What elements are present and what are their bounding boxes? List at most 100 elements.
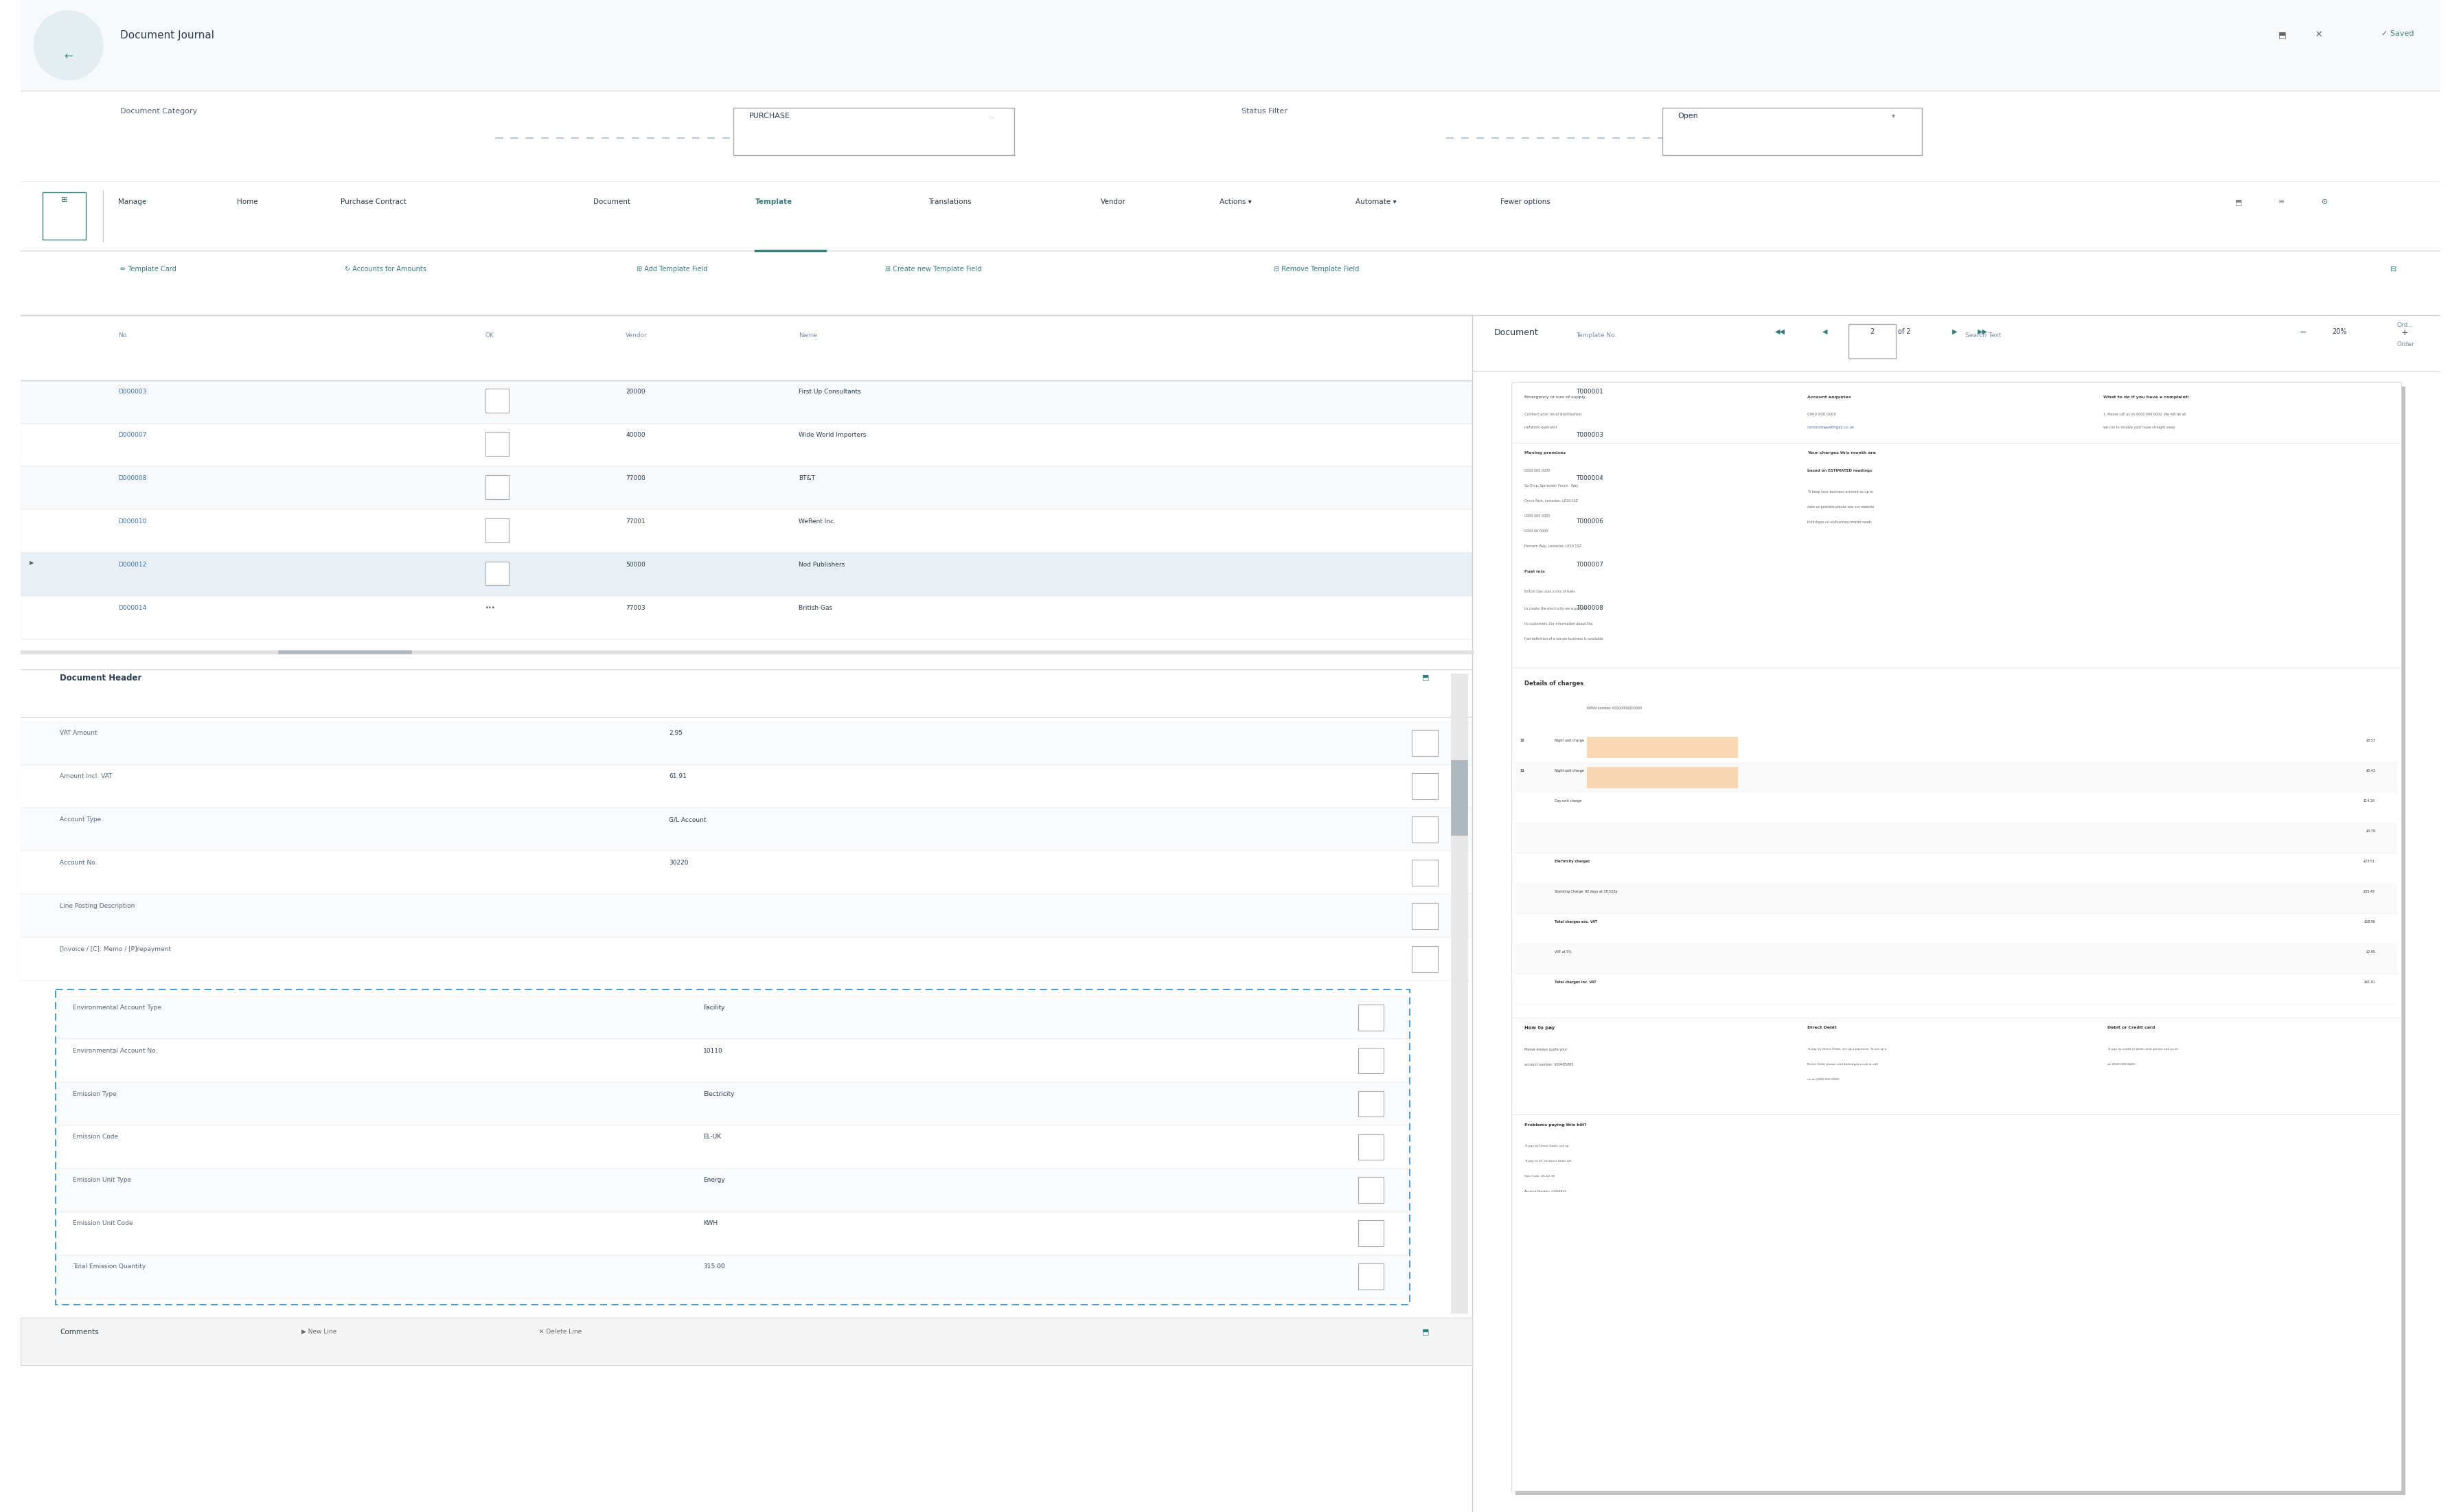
- Text: 10: 10: [1521, 739, 1523, 742]
- Text: £14.26: £14.26: [2363, 800, 2375, 803]
- Text: commonwealthgas.co.uk: commonwealthgas.co.uk: [1806, 425, 1856, 429]
- Text: T000007: T000007: [1575, 561, 1605, 569]
- FancyBboxPatch shape: [1413, 816, 1437, 842]
- FancyBboxPatch shape: [57, 1125, 1408, 1169]
- Text: British Gas uses a mix of fuels: British Gas uses a mix of fuels: [1523, 590, 1575, 593]
- Text: to create the electricity we supply to: to create the electricity we supply to: [1523, 606, 1587, 611]
- Text: Sort Code: 45-52-30: Sort Code: 45-52-30: [1523, 1175, 1555, 1178]
- Text: ⊙: ⊙: [2321, 198, 2328, 206]
- Text: T000004: T000004: [1575, 475, 1605, 481]
- FancyBboxPatch shape: [20, 316, 1472, 380]
- Text: Details of charges: Details of charges: [1523, 680, 1582, 686]
- Text: British Gas: British Gas: [797, 605, 832, 611]
- FancyBboxPatch shape: [20, 91, 2441, 181]
- FancyBboxPatch shape: [20, 380, 1472, 423]
- Text: ...: ...: [989, 112, 994, 119]
- Text: 30220: 30220: [669, 860, 689, 866]
- Text: First Up Consultants: First Up Consultants: [797, 389, 861, 395]
- FancyBboxPatch shape: [20, 765, 1472, 807]
- Text: Emission Unit Code: Emission Unit Code: [74, 1220, 133, 1226]
- FancyBboxPatch shape: [1516, 883, 2397, 913]
- Text: Contact your local distribution: Contact your local distribution: [1523, 413, 1582, 416]
- Text: VAT at 5%: VAT at 5%: [1555, 951, 1573, 954]
- Text: ⊞ Create new Template Field: ⊞ Create new Template Field: [886, 266, 982, 272]
- FancyBboxPatch shape: [1452, 761, 1469, 836]
- Text: ✕ Delete Line: ✕ Delete Line: [539, 1329, 583, 1335]
- Text: Open: Open: [1678, 112, 1698, 119]
- FancyBboxPatch shape: [1413, 773, 1437, 800]
- Text: ▾: ▾: [1893, 112, 1895, 119]
- Text: Account enquiries: Account enquiries: [1806, 395, 1851, 399]
- Text: T000003: T000003: [1575, 432, 1605, 438]
- Text: Emission Code: Emission Code: [74, 1134, 118, 1140]
- Text: T000008: T000008: [1575, 605, 1605, 611]
- Text: 0000 000.0000: 0000 000.0000: [1523, 469, 1550, 472]
- Text: Standing Charge  92 days at 38.532p: Standing Charge 92 days at 38.532p: [1555, 891, 1617, 894]
- FancyBboxPatch shape: [1516, 823, 2397, 853]
- Text: £23.51: £23.51: [2363, 860, 2375, 863]
- FancyBboxPatch shape: [485, 432, 509, 455]
- Text: network operator: network operator: [1523, 425, 1558, 429]
- Text: D000007: D000007: [118, 432, 148, 438]
- Text: £2.95: £2.95: [2365, 951, 2375, 954]
- FancyBboxPatch shape: [20, 596, 1472, 640]
- Text: VAT Amount: VAT Amount: [59, 730, 98, 736]
- Text: D000003: D000003: [118, 389, 148, 395]
- Text: Document Category: Document Category: [121, 107, 197, 115]
- Text: 77000: 77000: [625, 475, 645, 481]
- Text: To pay to bY, to direct debit set,: To pay to bY, to direct debit set,: [1523, 1160, 1573, 1163]
- Text: 2.95: 2.95: [669, 730, 682, 736]
- Text: Document: Document: [1494, 328, 1538, 337]
- Text: £35.45: £35.45: [2363, 891, 2375, 894]
- Text: ▶: ▶: [30, 559, 34, 565]
- Text: Document: Document: [593, 198, 630, 206]
- Text: PURCHASE: PURCHASE: [748, 112, 790, 119]
- Text: D000008: D000008: [118, 475, 148, 481]
- Text: Search Text: Search Text: [1964, 333, 2001, 339]
- Text: 40000: 40000: [625, 432, 645, 438]
- FancyBboxPatch shape: [20, 510, 1472, 553]
- Text: WeRent Inc.: WeRent Inc.: [797, 519, 837, 525]
- Text: Please always quote your: Please always quote your: [1523, 1048, 1568, 1051]
- Text: Order: Order: [2397, 342, 2414, 348]
- Text: ▶: ▶: [1952, 328, 1956, 336]
- FancyBboxPatch shape: [1516, 974, 2397, 1004]
- FancyBboxPatch shape: [20, 721, 1472, 765]
- Text: Night unit charge: Night unit charge: [1555, 770, 1585, 773]
- Text: based on ESTIMATED readings: based on ESTIMATED readings: [1806, 469, 1873, 472]
- Text: T000001: T000001: [1575, 389, 1605, 395]
- FancyBboxPatch shape: [1516, 387, 2404, 1495]
- Text: Wide World Importers: Wide World Importers: [797, 432, 866, 438]
- Text: Nod Publishers: Nod Publishers: [797, 561, 844, 569]
- FancyBboxPatch shape: [1413, 903, 1437, 928]
- FancyBboxPatch shape: [485, 389, 509, 413]
- Text: date as possible please see our website: date as possible please see our website: [1806, 505, 1875, 510]
- Text: of 2: of 2: [1897, 328, 1910, 336]
- Text: Moving premises: Moving premises: [1523, 452, 1565, 455]
- Text: Vendor: Vendor: [625, 333, 647, 339]
- FancyBboxPatch shape: [20, 807, 1472, 851]
- FancyBboxPatch shape: [1358, 1048, 1383, 1074]
- FancyBboxPatch shape: [42, 192, 86, 240]
- Text: us on 0000 000 0000: us on 0000 000 0000: [1806, 1078, 1838, 1081]
- FancyBboxPatch shape: [57, 1083, 1408, 1125]
- Text: +: +: [2402, 328, 2409, 337]
- FancyBboxPatch shape: [20, 0, 2441, 91]
- Text: MPAN number 00000000000000: MPAN number 00000000000000: [1587, 706, 1641, 709]
- Text: Your charges this month are: Your charges this month are: [1806, 452, 1875, 455]
- Text: £8.53: £8.53: [2365, 739, 2375, 742]
- Text: Sp Grvp, Sprreside: Fence - Way: Sp Grvp, Sprreside: Fence - Way: [1523, 484, 1578, 487]
- Text: Document Header: Document Header: [59, 674, 143, 683]
- FancyBboxPatch shape: [1413, 860, 1437, 886]
- FancyBboxPatch shape: [20, 1317, 1472, 1365]
- FancyBboxPatch shape: [57, 1169, 1408, 1211]
- Text: £0.79: £0.79: [2365, 830, 2375, 833]
- Text: Vendor: Vendor: [1100, 198, 1127, 206]
- FancyBboxPatch shape: [1358, 1134, 1383, 1160]
- FancyBboxPatch shape: [1516, 732, 2397, 762]
- Text: 61.91: 61.91: [669, 773, 687, 780]
- FancyBboxPatch shape: [1358, 1178, 1383, 1204]
- Text: D000010: D000010: [118, 519, 148, 525]
- Text: 11: 11: [1521, 770, 1523, 773]
- Text: £0.43: £0.43: [2365, 770, 2375, 773]
